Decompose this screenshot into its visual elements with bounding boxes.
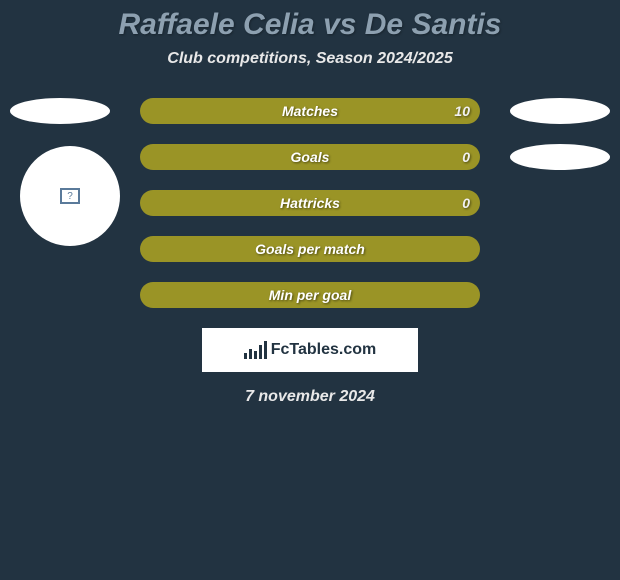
- stat-row-matches: Matches 10: [0, 98, 620, 124]
- stat-value-right: 0: [462, 195, 470, 211]
- stat-bar: Goals 0: [140, 144, 480, 170]
- page-title: Raffaele Celia vs De Santis: [0, 8, 620, 42]
- stat-row-goals: Goals 0: [0, 144, 620, 170]
- stat-row-hattricks: Hattricks 0: [0, 190, 620, 216]
- stat-label: Matches: [282, 103, 338, 119]
- chart-icon: [244, 341, 267, 359]
- stat-row-goals-per-match: Goals per match: [0, 236, 620, 262]
- stat-value-right: 10: [454, 103, 470, 119]
- stat-bar: Matches 10: [140, 98, 480, 124]
- date-text: 7 november 2024: [0, 388, 620, 406]
- stat-bar: Goals per match: [140, 236, 480, 262]
- stat-label: Min per goal: [269, 287, 351, 303]
- stat-label: Hattricks: [280, 195, 340, 211]
- stat-row-min-per-goal: Min per goal: [0, 282, 620, 308]
- stat-label: Goals per match: [255, 241, 365, 257]
- stats-area: ? Matches 10 Goals 0 Hattricks 0 Goals p…: [0, 98, 620, 308]
- logo-text: FcTables.com: [271, 341, 377, 359]
- stat-value-right: 0: [462, 149, 470, 165]
- stat-bar: Min per goal: [140, 282, 480, 308]
- fctables-logo[interactable]: FcTables.com: [202, 328, 418, 372]
- stat-label: Goals: [291, 149, 330, 165]
- stat-bar: Hattricks 0: [140, 190, 480, 216]
- comparison-container: Raffaele Celia vs De Santis Club competi…: [0, 0, 620, 414]
- subtitle: Club competitions, Season 2024/2025: [0, 50, 620, 68]
